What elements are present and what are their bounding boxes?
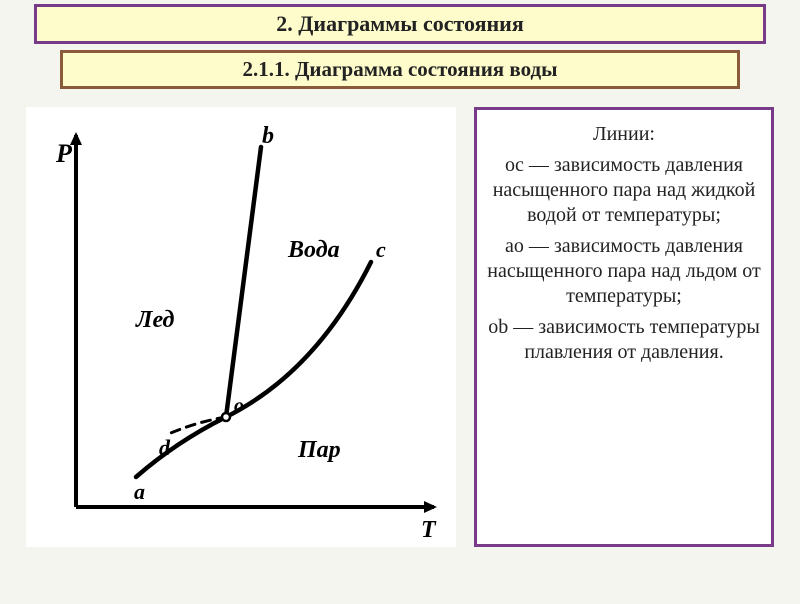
section-header: 2. Диаграммы состояния — [34, 4, 766, 44]
label-c: c — [376, 237, 386, 262]
legend-item-oc: oc — зависимость давления насыщенного па… — [485, 153, 763, 228]
legend-item-ao: ao — зависимость давления насыщенного па… — [485, 234, 763, 309]
section-header-text: 2. Диаграммы состояния — [276, 11, 523, 36]
legend-key-ob: ob — [488, 316, 508, 338]
label-a: a — [134, 479, 145, 504]
label-o: o — [234, 395, 244, 417]
legend-item-ob: ob — зависимость температуры плавления о… — [485, 315, 763, 365]
legend-text-ob: — зависимость температуры плавления от д… — [508, 316, 760, 363]
region-steam: Пар — [297, 437, 341, 463]
legend-title: Линии: — [485, 122, 763, 147]
triple-point — [222, 413, 230, 421]
legend-key-oc: oc — [505, 154, 524, 176]
phase-diagram-panel: P Ta b c d o Лед Вода Пар — [26, 107, 456, 547]
label-P: P — [55, 139, 73, 168]
region-water: Вода — [287, 237, 340, 263]
content-row: P Ta b c d o Лед Вода Пар Линии: oc — зависимост… — [0, 89, 800, 547]
legend-text-oc: — зависимость давления насыщенного пара … — [493, 154, 756, 226]
phase-diagram-svg: P Ta b c d o Лед Вода Пар — [26, 107, 456, 547]
legend-box: Линии: oc — зависимость давления насыщен… — [474, 107, 774, 547]
subsection-header-text: 2.1.1. Диаграмма состояния воды — [242, 57, 557, 81]
legend-key-ao: ao — [505, 235, 524, 257]
legend-text-ao: — зависимость давления насыщенного пара … — [487, 235, 761, 307]
label-T: T — [421, 517, 437, 543]
subsection-header: 2.1.1. Диаграмма состояния воды — [60, 50, 740, 89]
region-ice: Лед — [135, 307, 175, 333]
label-d: d — [159, 435, 171, 460]
label-b: b — [262, 123, 274, 149]
